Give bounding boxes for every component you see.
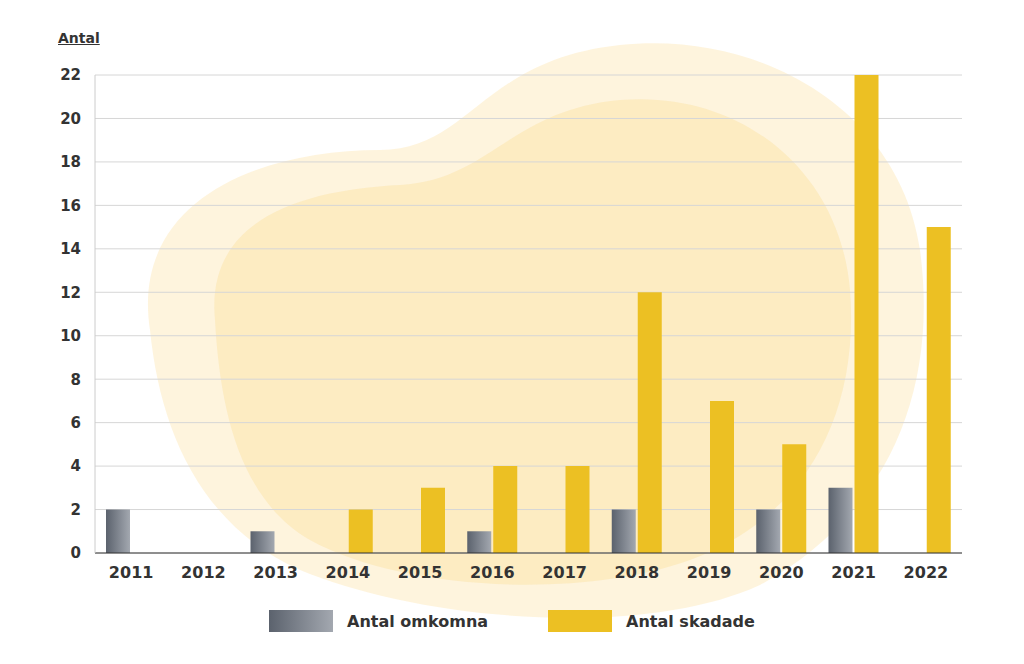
svg-text:2012: 2012 [181,563,226,582]
svg-text:2018: 2018 [615,563,660,582]
svg-text:2013: 2013 [253,563,298,582]
svg-text:2016: 2016 [470,563,515,582]
svg-text:2011: 2011 [109,563,154,582]
svg-text:2014: 2014 [326,563,371,582]
html-text:Antal omkomna: Antal omkomna [347,611,489,631]
svg-text:16: 16 [60,197,81,215]
svg-text:22: 22 [60,66,81,84]
svg-text:2019: 2019 [687,563,732,582]
svg-text:18: 18 [60,153,81,171]
svg-text:2015: 2015 [398,563,443,582]
svg-text:4: 4 [71,457,81,475]
svg-text:2022: 2022 [904,563,949,582]
svg-text:12: 12 [60,284,81,302]
html-text:Antal: Antal [58,30,100,46]
svg-text:8: 8 [71,371,81,389]
svg-text:2021: 2021 [831,563,876,582]
svg-text:2020: 2020 [759,563,804,582]
svg-text:2017: 2017 [542,563,587,582]
html-text:Antal skadade: Antal skadade [626,611,755,631]
svg-text:6: 6 [71,414,81,432]
svg-text:2: 2 [71,501,81,519]
svg-text:14: 14 [60,240,81,258]
svg-text:20: 20 [60,110,81,128]
svg-text:10: 10 [60,327,81,345]
svg-text:0: 0 [71,544,81,562]
